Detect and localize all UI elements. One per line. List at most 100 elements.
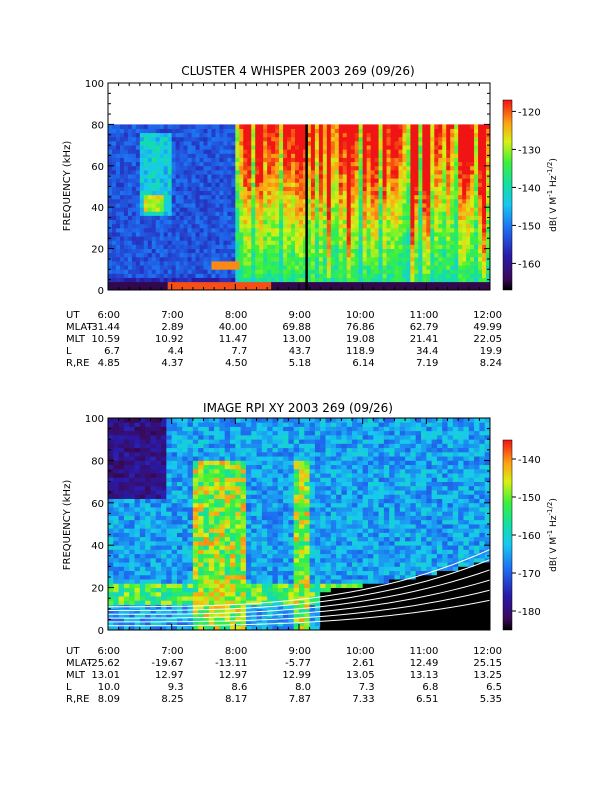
heatmap-cell [155,439,162,444]
heatmap-cell [171,519,178,525]
heatmap-cell [382,124,387,129]
heatmap-cell [398,174,403,179]
heatmap-cell [167,190,173,196]
heatmap-cell [390,186,395,192]
heatmap-cell [123,574,130,580]
heatmap-cell [438,236,443,241]
heatmap-cell [159,169,165,175]
heatmap-cell [474,248,479,254]
heatmap-cell [478,223,483,229]
heatmap-cell [195,281,200,287]
heatmap-cell [322,149,328,154]
heatmap-cell [334,161,340,167]
heatmap-cell [430,252,435,258]
heatmap-cell [422,157,427,163]
heatmap-cell [143,186,149,192]
heatmap-cell [374,128,379,134]
heatmap-cell [139,600,146,605]
heatmap-cell [326,124,332,129]
heatmap-cell [259,190,264,196]
heatmap-cell [354,128,360,134]
heatmap-cell [159,277,165,283]
heatmap-cell [275,227,280,233]
heatmap-cell [378,149,383,154]
heatmap-cell [163,236,169,241]
heatmap-cell [306,161,312,167]
heatmap-cell [123,161,129,167]
heatmap-cell [155,178,161,183]
heatmap-cell [145,430,151,436]
heatmap-cell [283,128,288,134]
heatmap-cell [406,145,411,150]
heatmap-cell [145,524,151,529]
heatmap-cell [187,261,192,266]
heatmap-cell [310,227,316,233]
heatmap-cell [354,165,360,171]
heatmap-cell [378,277,383,283]
heatmap-cell [119,277,125,283]
heatmap-cell [123,536,130,542]
heatmap-cell [129,430,135,436]
heatmap-cell [134,439,141,444]
heatmap-cell [155,281,161,287]
heatmap-cell [418,285,423,291]
heatmap-cell [354,186,360,192]
heatmap-cell [151,182,157,187]
heatmap-cell [155,456,162,461]
heatmap-cell [115,236,121,241]
heatmap-cell [118,536,125,542]
heatmap-cell [231,240,236,245]
heatmap-cell [366,236,372,241]
heatmap-cell [350,194,356,200]
heatmap-cell [192,473,199,478]
heatmap-cell [161,485,167,491]
heatmap-cell [334,285,340,291]
heatmap-cell [159,240,165,245]
heatmap-cell [426,145,431,150]
heatmap-cell [155,600,162,605]
heatmap-cell [135,149,141,154]
heatmap-cell [267,211,272,216]
ephemeris-row-name: MLT [66,334,86,345]
heatmap-cell [139,528,146,533]
heatmap-cell [482,285,487,291]
heatmap-cell [115,165,121,171]
heatmap-cell [338,136,344,142]
heatmap-cell [386,174,391,179]
heatmap-cell [259,281,264,287]
heatmap-cell [161,570,167,576]
heatmap-cell [259,273,264,278]
heatmap-cell [478,215,483,221]
heatmap-cell [287,248,292,254]
heatmap-cell [139,549,146,555]
heatmap-cell [306,269,312,274]
heatmap-cell [426,203,431,208]
heatmap-cell [446,265,451,270]
heatmap-cell [482,223,487,229]
heatmap-cell [486,140,491,146]
heatmap-cell [231,244,236,249]
heatmap-cell [147,261,153,266]
heatmap-cell [235,269,240,274]
heatmap-cell [283,157,288,163]
heatmap-cell [346,261,352,266]
heatmap-cell [167,132,173,138]
heatmap-cell [118,621,125,627]
heatmap-cell [167,145,173,150]
heatmap-cell [119,186,125,192]
heatmap-cell [283,124,288,129]
heatmap-cell [271,285,276,291]
heatmap-cell [299,207,304,212]
heatmap-cell [374,215,379,221]
heatmap-cell [247,169,252,175]
heatmap-cell [338,124,344,129]
heatmap-cell [299,169,304,175]
heatmap-cell [231,157,236,163]
heatmap-cell [255,124,260,129]
heatmap-cell [179,145,185,150]
heatmap-cell [422,145,427,150]
heatmap-cell [291,190,296,196]
heatmap-cell [192,456,199,461]
heatmap-cell [215,285,220,291]
heatmap-cell [470,252,475,258]
